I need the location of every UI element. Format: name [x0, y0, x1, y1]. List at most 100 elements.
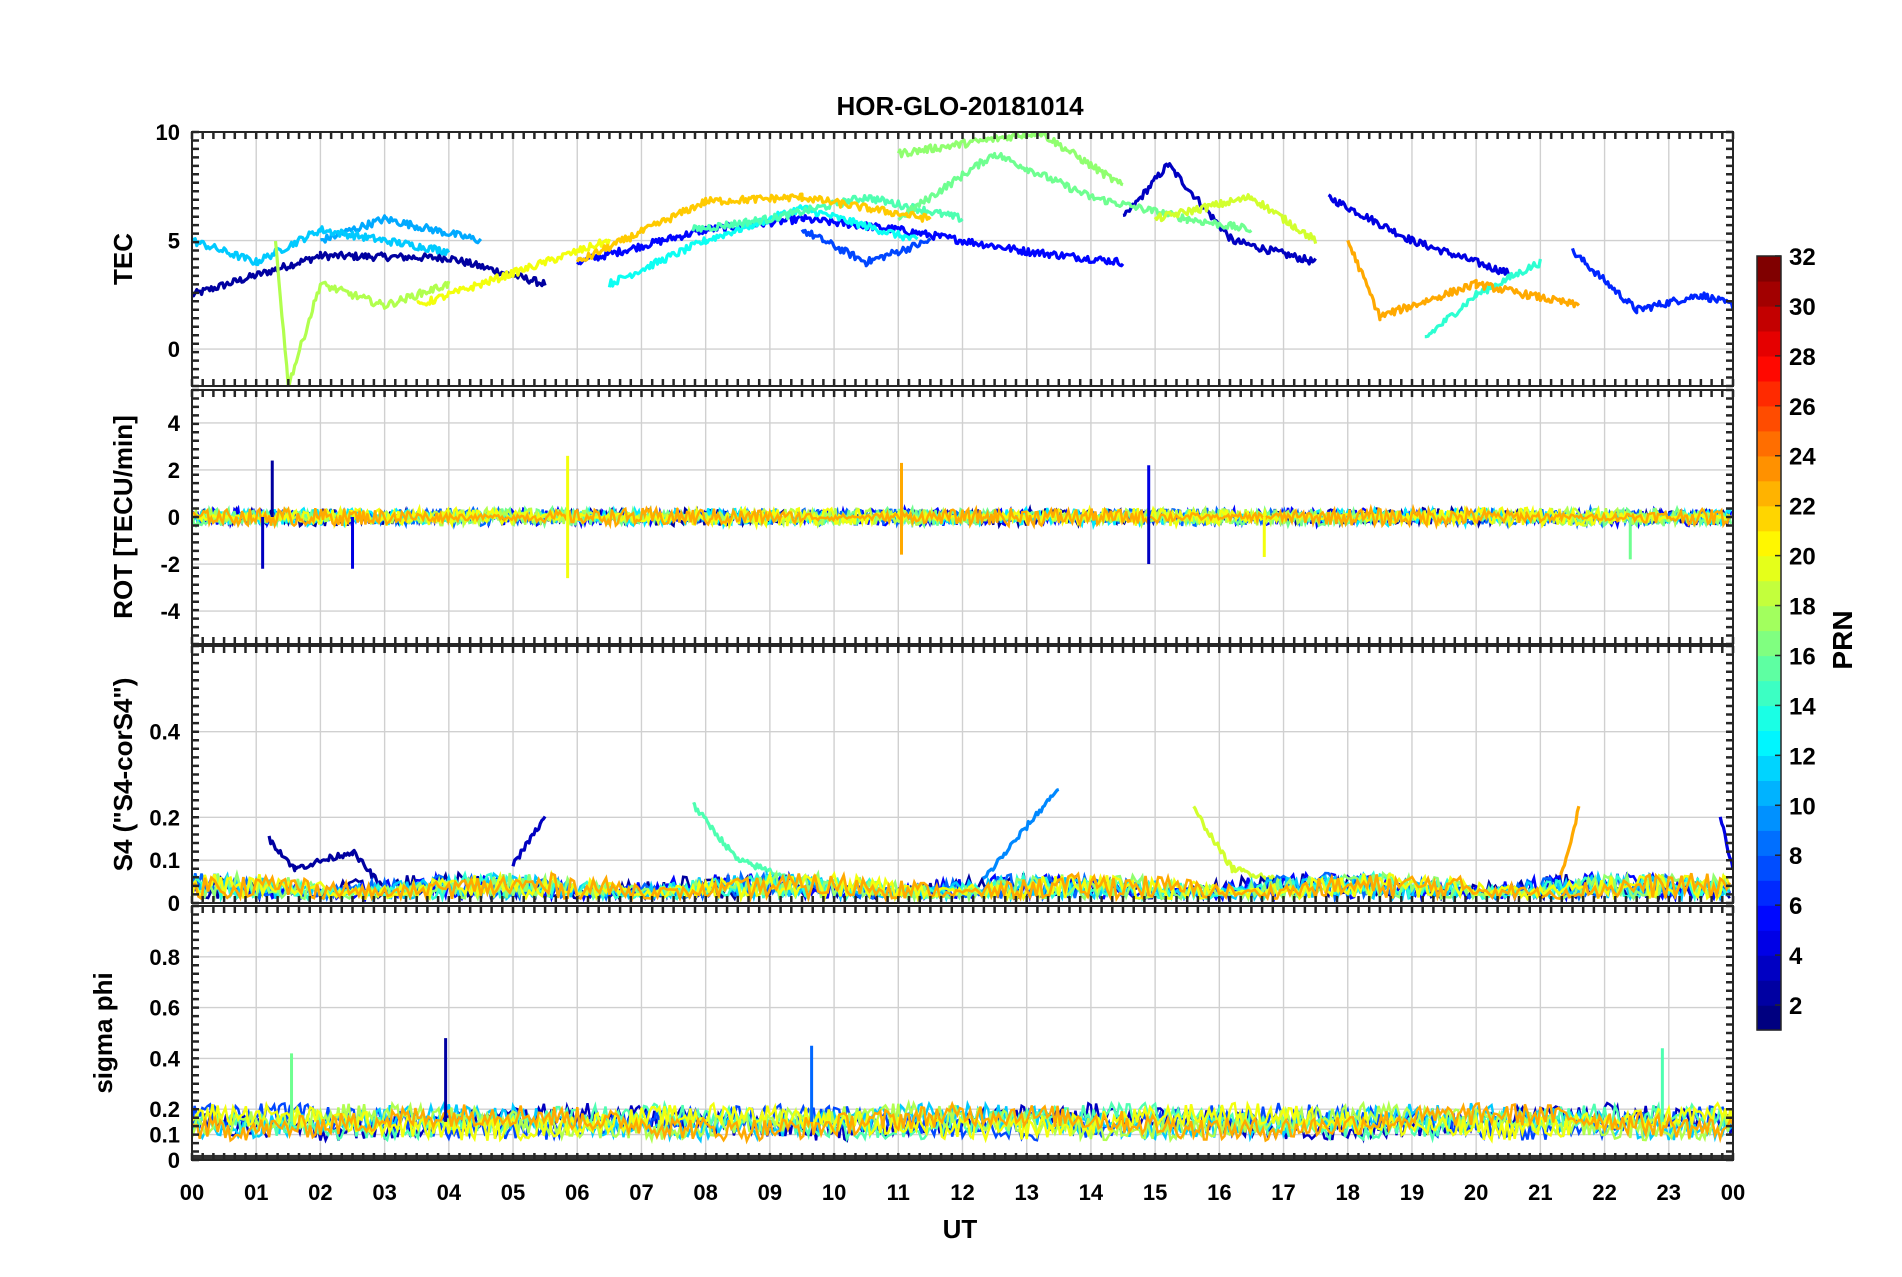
colorbar-segment	[1757, 780, 1781, 806]
x-tick-label: 05	[501, 1180, 525, 1205]
noise-line-prn-20	[192, 1100, 1733, 1144]
y-tick-label: 0.4	[149, 1046, 180, 1071]
y-axis-label: TEC	[108, 233, 138, 285]
x-tick-label: 06	[565, 1180, 589, 1205]
series-line-prn-23	[1558, 805, 1581, 885]
colorbar-tick-label: 28	[1789, 344, 1816, 371]
colorbar-segment	[1757, 980, 1781, 1006]
y-tick-label: 5	[168, 229, 180, 254]
minor-ticks	[190, 130, 1735, 388]
colorbar-segment	[1757, 955, 1781, 981]
colorbar-segment	[1757, 380, 1781, 407]
x-tick-label: 15	[1143, 1180, 1167, 1205]
series-line-prn-17	[896, 132, 1124, 187]
colorbar-segment	[1757, 330, 1781, 357]
colorbar-segment	[1757, 655, 1781, 682]
y-axis-label: ROT [TECU/min]	[108, 415, 138, 619]
series-line-prn-7	[800, 228, 932, 268]
colorbar-segment	[1757, 930, 1781, 956]
series-line-prn-14	[1424, 258, 1542, 339]
colorbar-segment	[1757, 555, 1781, 582]
x-tick-label: 12	[950, 1180, 974, 1205]
noise-line-prn-23	[192, 1100, 1733, 1145]
y-axis-label: S4 ("S4-corS4")	[108, 678, 138, 872]
x-tick-label: 00	[1721, 1180, 1745, 1205]
series-line-prn-23	[1346, 239, 1581, 322]
colorbar-segment	[1757, 580, 1781, 607]
y-tick-label: 4	[168, 411, 181, 436]
series-line-prn-3	[511, 815, 547, 867]
x-tick-label: 02	[308, 1180, 332, 1205]
series-line-prn-22	[575, 192, 932, 263]
colorbar-frame	[1756, 255, 1782, 1031]
colorbar-segment	[1757, 705, 1781, 731]
x-tick-labels: 00 01 02 03 04 05 06 07 08 09 10 11 12 13 14 15 16 17 18 19…	[180, 1180, 1745, 1205]
y-tick-label: 0	[168, 891, 180, 916]
colorbar-tick-label: 26	[1789, 394, 1816, 421]
colorbar-segment	[1757, 805, 1781, 831]
colorbar-segment	[1757, 830, 1781, 856]
colorbar-segment	[1757, 680, 1781, 707]
x-tick-label: 01	[244, 1180, 268, 1205]
x-tick-label: 13	[1014, 1180, 1038, 1205]
y-tick-label: 10	[156, 120, 180, 145]
x-tick-label: 07	[629, 1180, 653, 1205]
x-tick-label: 20	[1464, 1180, 1488, 1205]
colorbar-segment	[1757, 405, 1781, 432]
x-tick-label: 16	[1207, 1180, 1231, 1205]
panel-4: 00.10.2 0.4 0.6 0.8 sigma phi	[88, 904, 1735, 1173]
colorbar-segment	[1757, 455, 1781, 482]
series-line-prn-9	[980, 787, 1060, 882]
colorbar-tick-label: 22	[1789, 494, 1816, 521]
panel-3: 0 0.1 0.2 0.4 S4 ("S4-corS4")	[108, 644, 1735, 916]
colorbar-tick-label: 30	[1789, 294, 1816, 321]
panel-1: 0 5 10 TEC	[108, 120, 1735, 388]
y-tick-label: 0.1	[149, 1123, 180, 1148]
x-tick-label: 23	[1657, 1180, 1681, 1205]
chart-title: HOR-GLO-20181014	[836, 91, 1084, 121]
colorbar-label: PRN	[1827, 610, 1858, 669]
series-line-prn-16	[897, 151, 1253, 234]
colorbar-segment	[1757, 530, 1781, 557]
x-tick-label: 22	[1592, 1180, 1616, 1205]
minor-ticks	[190, 644, 1735, 905]
series-line-prn-2	[192, 250, 547, 298]
colorbar-segment	[1757, 505, 1781, 532]
colorbar-tick-label: 12	[1789, 743, 1816, 770]
noise-line-prn-23	[192, 503, 1732, 530]
series-line-prn-10	[320, 214, 483, 245]
colorbar-segment	[1757, 1005, 1781, 1031]
panel-data	[192, 787, 1733, 903]
series-line-prn-15	[692, 802, 804, 884]
x-tick-label: 00	[180, 1180, 204, 1205]
colorbar-tick-label: 6	[1789, 893, 1802, 920]
panel-data	[192, 132, 1733, 386]
colorbar-tick-label: 8	[1789, 843, 1802, 870]
y-tick-label: 0.6	[149, 996, 180, 1021]
y-tick-label: 0	[168, 337, 180, 362]
colorbar-tick-label: 24	[1789, 444, 1816, 471]
noise-line-prn-7	[192, 1101, 1733, 1142]
x-tick-label: 18	[1336, 1180, 1360, 1205]
series-line-prn-13	[607, 204, 919, 288]
colorbar-tick-label: 32	[1789, 244, 1816, 271]
y-tick-label: 0.8	[149, 945, 180, 970]
colorbar-tick-label: 14	[1789, 693, 1816, 720]
noise-line-prn-23	[192, 871, 1731, 903]
minor-ticks	[190, 388, 1735, 646]
colorbar-segment	[1757, 730, 1781, 756]
series-line-prn-20	[416, 238, 611, 307]
x-tick-label: 04	[437, 1180, 462, 1205]
x-tick-label: 09	[758, 1180, 782, 1205]
colorbar-segment	[1757, 905, 1781, 931]
minor-ticks	[190, 904, 1735, 1162]
colorbar-tick-label: 20	[1789, 544, 1816, 571]
y-tick-label: 0.2	[149, 1097, 180, 1122]
x-tick-label: 17	[1271, 1180, 1295, 1205]
series-line-prn-4	[1327, 193, 1510, 276]
colorbar-segment	[1757, 880, 1781, 906]
colorbar-segment	[1757, 480, 1781, 507]
